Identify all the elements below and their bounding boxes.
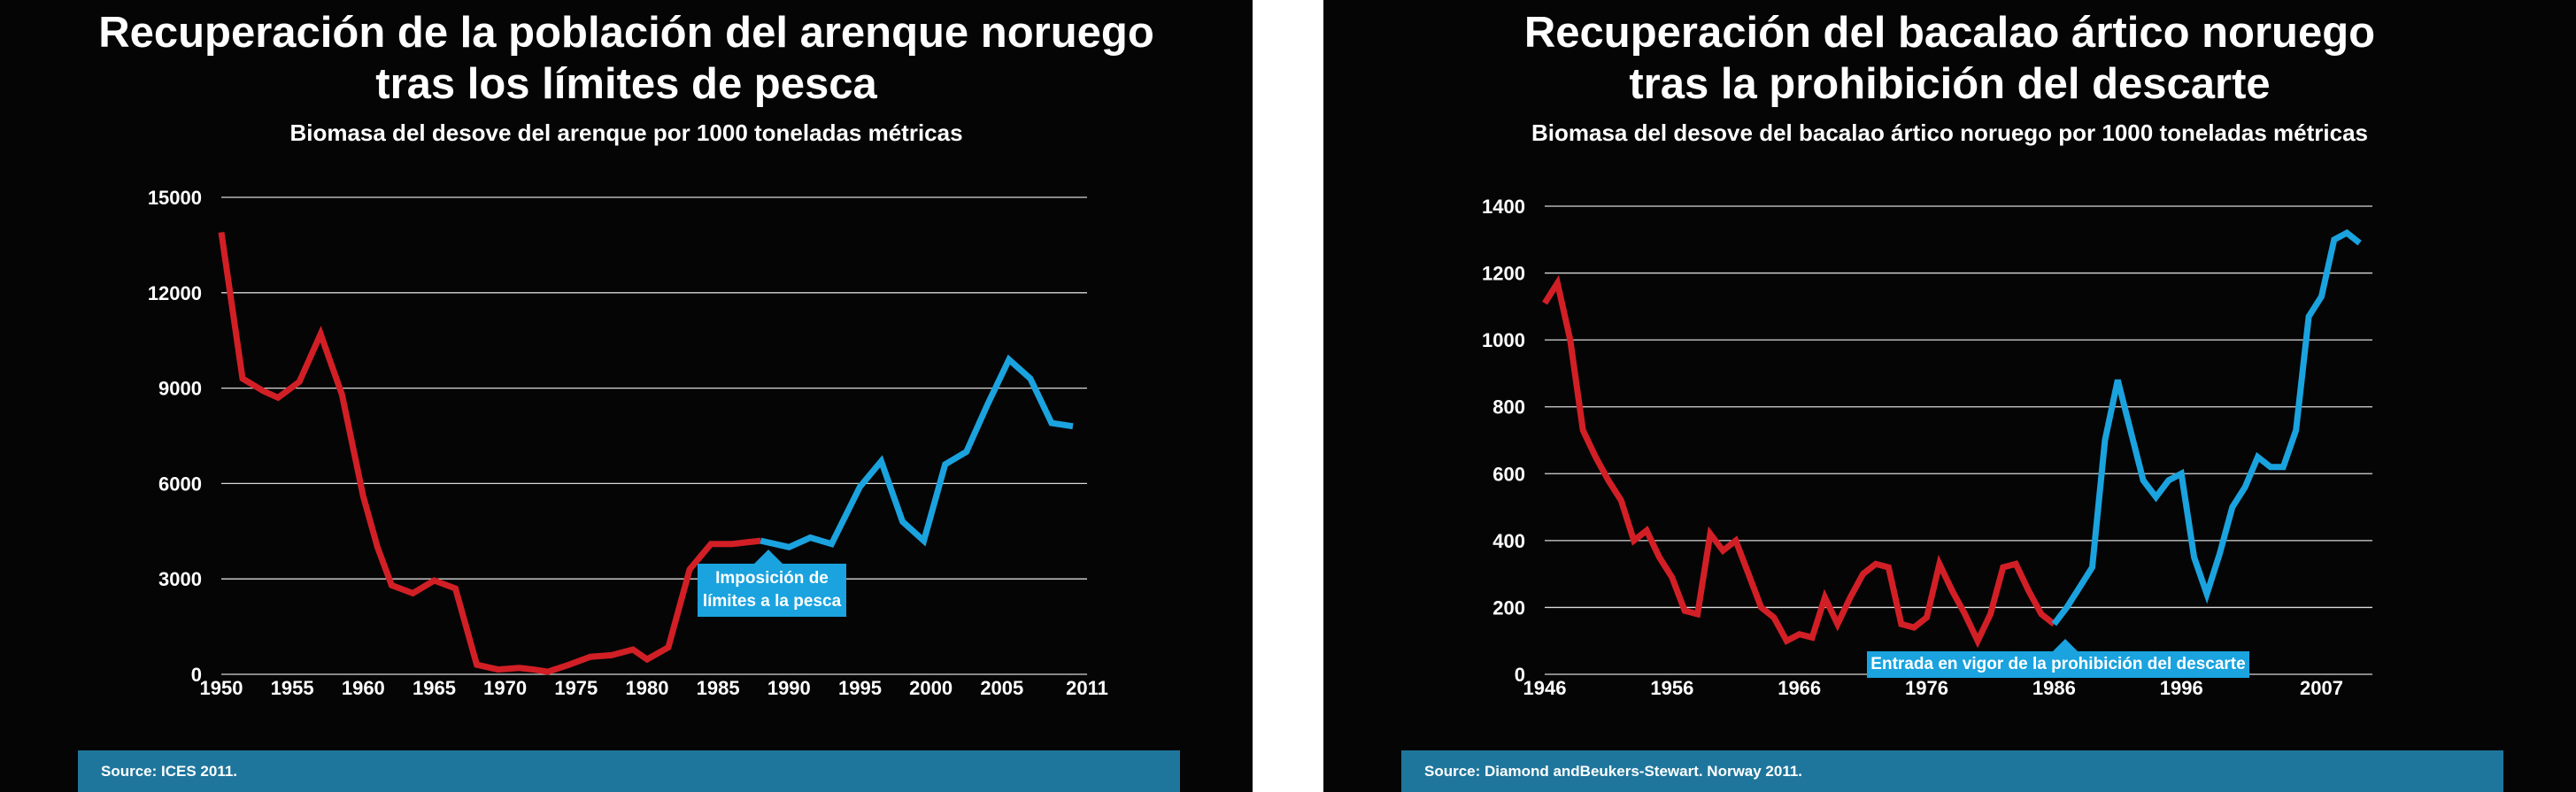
- series-line-after: [2051, 229, 2362, 627]
- source-text: Source: ICES 2011.: [101, 763, 238, 780]
- chart-title-line-2: tras la prohibición del descarte: [1629, 60, 2271, 108]
- fishing-limits-annotation: Imposición de límites a la pesca: [698, 550, 846, 617]
- chart-title-line-1: Recuperación de la población del arenque…: [98, 9, 1154, 57]
- annotation-line-1: Entrada en vigor de la prohibición del d…: [1870, 655, 2246, 673]
- cod-line-chart: 0 200 400 600 800 1000 1200 1400 1946 1956 1966 197…: [1482, 196, 2372, 699]
- x-tick-label: 1985: [697, 677, 740, 699]
- annotation-line-2: límites a la pesca: [702, 592, 842, 611]
- y-tick-label: 0: [1515, 664, 1525, 686]
- y-tick-label: 12000: [148, 282, 202, 304]
- x-tick-label: 1965: [413, 677, 456, 699]
- x-tick-label: 2000: [909, 677, 953, 699]
- herring-line-chart: 0 3000 6000 9000 12000 15000 1950 1955 1960 1965 1…: [148, 187, 1108, 699]
- x-tick-label: 1986: [2032, 677, 2076, 699]
- chart-title: Recuperación de la población del arenque…: [0, 7, 1253, 110]
- x-tick-label: 2007: [2300, 677, 2343, 699]
- source-footer: Source: ICES 2011.: [78, 750, 1180, 792]
- x-tick-label: 1956: [1650, 677, 1693, 699]
- x-tick-label: 1976: [1905, 677, 1948, 699]
- series-line-before: [1542, 274, 2056, 649]
- y-tick-label: 6000: [158, 473, 202, 495]
- y-tick-label: 15000: [148, 187, 202, 209]
- chart-title-line-2: tras los límites de pesca: [375, 60, 877, 108]
- y-tick-label: 9000: [158, 378, 202, 400]
- chart-subtitle: Biomasa del desove del arenque por 1000 …: [289, 119, 963, 146]
- x-tick-label: 1980: [626, 677, 669, 699]
- chart-subtitle: Biomasa del desove del bacalao ártico no…: [1531, 119, 2368, 146]
- x-tick-label: 1996: [2160, 677, 2203, 699]
- y-tick-label: 800: [1492, 396, 1525, 419]
- x-tick-label: 1955: [271, 677, 314, 699]
- y-tick-label: 0: [191, 664, 202, 686]
- x-tick-label: 1960: [342, 677, 385, 699]
- y-tick-label: 1000: [1482, 329, 1525, 351]
- y-tick-label: 400: [1492, 530, 1525, 552]
- y-tick-label: 200: [1492, 596, 1525, 619]
- annotation-line-1: Imposición de: [715, 569, 829, 588]
- herring-chart-panel: Recuperación de la población del arenque…: [0, 0, 1253, 792]
- source-text: Source: Diamond andBeukers-Stewart. Norw…: [1424, 763, 1803, 780]
- y-tick-label: 600: [1492, 463, 1525, 485]
- y-tick-label: 1400: [1482, 196, 1525, 218]
- x-tick-label: 1946: [1523, 677, 1567, 699]
- x-tick-label: 1970: [483, 677, 527, 699]
- x-tick-label: 1950: [200, 677, 243, 699]
- x-tick-label: 2011: [1066, 677, 1108, 699]
- series-line-after: [760, 354, 1074, 550]
- chart-title: Recuperación del bacalao ártico noruego …: [1323, 7, 2576, 110]
- y-tick-label: 3000: [158, 568, 202, 590]
- x-tick-label: 1966: [1778, 677, 1821, 699]
- x-tick-label: 1975: [554, 677, 598, 699]
- x-tick-label: 1995: [838, 677, 882, 699]
- cod-chart-panel: Recuperación del bacalao ártico noruego …: [1323, 0, 2576, 792]
- x-tick-label: 1990: [767, 677, 811, 699]
- series-line-before: [218, 231, 761, 675]
- source-footer: Source: Diamond andBeukers-Stewart. Norw…: [1401, 750, 2503, 792]
- x-tick-label: 2005: [980, 677, 1023, 699]
- discard-ban-annotation: Entrada en vigor de la prohibición del d…: [1867, 639, 2249, 678]
- y-tick-label: 1200: [1482, 263, 1525, 285]
- chart-title-line-1: Recuperación del bacalao ártico noruego: [1523, 9, 2376, 57]
